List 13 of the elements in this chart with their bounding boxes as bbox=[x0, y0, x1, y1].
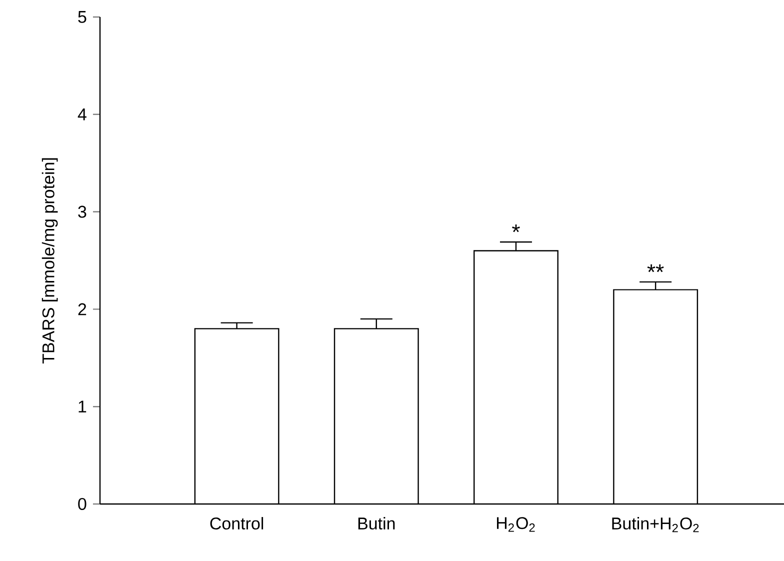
x-tick-label: Control bbox=[210, 517, 264, 530]
y-tick-label: 2 bbox=[78, 303, 86, 316]
x-tick-label: H$_{2}$O$_{2}$ bbox=[496, 517, 535, 532]
x-tick-label: Butin+H$_{2}$O$_{2}$ bbox=[612, 517, 699, 532]
y-tick-label: 0 bbox=[78, 498, 86, 510]
y-tick-label: 5 bbox=[78, 11, 86, 23]
y-axis-title: TBARS [mmole/mg protein] bbox=[42, 158, 58, 364]
annotation: * bbox=[512, 224, 520, 232]
x-tick-label: Butin bbox=[358, 517, 395, 530]
annotation: ** bbox=[647, 264, 664, 272]
y-tick-label: 3 bbox=[78, 206, 86, 218]
y-tick-label: 1 bbox=[78, 400, 86, 412]
y-tick-label: 4 bbox=[78, 108, 86, 120]
